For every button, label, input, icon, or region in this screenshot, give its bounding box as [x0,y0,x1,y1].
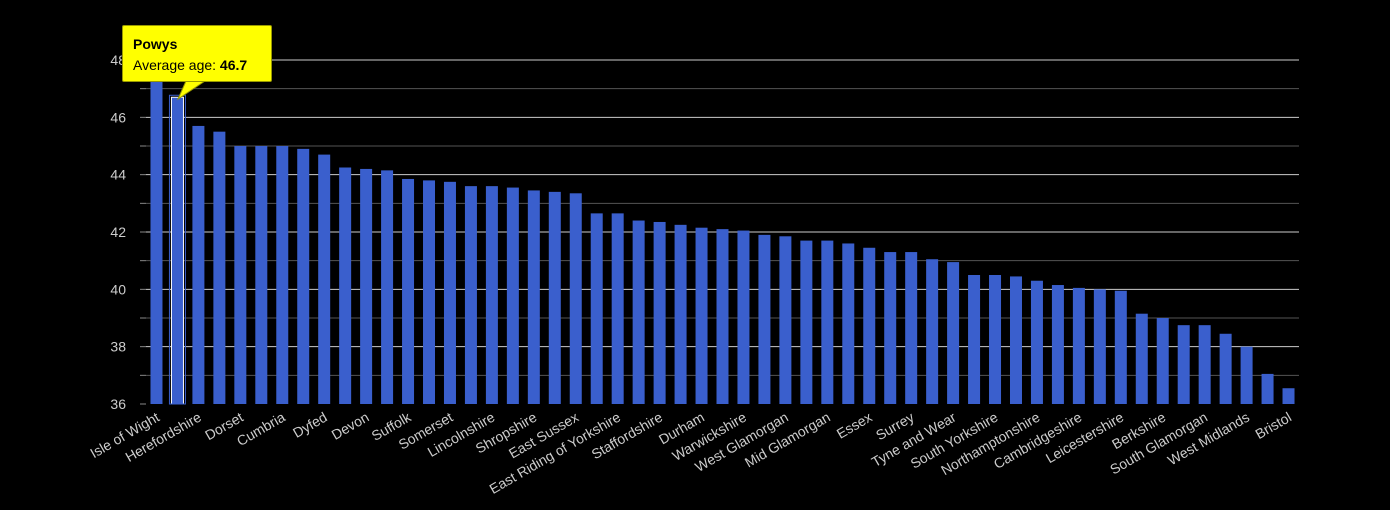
bar[interactable] [234,146,247,404]
bar[interactable] [276,146,289,404]
y-tick-label: 46 [110,109,126,125]
bar[interactable] [485,186,498,404]
bar[interactable] [821,240,834,404]
bar[interactable] [1177,325,1190,404]
bar[interactable] [150,60,163,404]
y-tick-label: 44 [110,167,126,183]
bar[interactable] [905,252,918,404]
tooltip-title: Powys [133,36,178,52]
bar[interactable] [968,275,981,404]
bar[interactable] [674,224,687,404]
bar[interactable] [1282,388,1295,404]
bar[interactable] [423,180,436,404]
bar[interactable] [1135,313,1148,404]
bar-highlight [168,94,186,405]
bar[interactable] [1030,280,1043,404]
bar[interactable] [192,125,205,404]
bar[interactable] [926,259,939,404]
bar[interactable] [989,275,1002,404]
bar[interactable] [1261,373,1274,404]
y-tick-label: 38 [110,339,126,355]
bar[interactable] [255,146,268,404]
bar[interactable] [884,252,897,404]
y-tick-label: 40 [110,281,126,297]
bar[interactable] [1009,276,1022,404]
bar[interactable] [758,234,771,404]
y-tick-label: 42 [110,224,126,240]
bar[interactable] [653,221,666,404]
bar[interactable] [863,247,876,404]
bar[interactable] [1051,285,1064,404]
bar[interactable] [1093,289,1106,404]
bar[interactable] [1156,318,1169,404]
bar[interactable] [695,227,708,404]
bar[interactable] [464,186,477,404]
bar[interactable] [800,240,813,404]
bar[interactable] [381,170,394,404]
bar[interactable] [1198,325,1211,404]
bar[interactable] [779,236,792,404]
bar[interactable] [506,187,519,404]
tooltip-label: Average age: [133,57,220,73]
bar[interactable] [842,243,855,404]
bar[interactable] [569,193,582,404]
bar[interactable] [947,262,960,404]
bar[interactable] [716,229,729,404]
bar[interactable] [297,148,310,404]
y-tick-label: 36 [110,396,126,412]
bar[interactable] [590,213,603,404]
tooltip-body: Average age: 46.7 [133,55,261,76]
tooltip-value: 46.7 [219,57,248,73]
bar[interactable] [527,190,540,404]
bar[interactable] [1114,290,1127,404]
bar[interactable] [548,191,561,404]
bar[interactable] [360,168,373,404]
bar[interactable] [443,181,456,404]
bars [150,60,1295,405]
bar[interactable] [611,213,624,404]
tooltip: Powys Average age: 46.7 [122,25,272,82]
bar[interactable] [737,230,750,404]
bar[interactable] [1072,287,1085,404]
bar[interactable] [1240,346,1253,404]
bar[interactable] [1219,333,1232,404]
bar[interactable] [318,154,331,404]
bar[interactable] [213,131,226,404]
bar[interactable] [632,220,645,404]
bar[interactable] [339,167,352,405]
bar[interactable] [402,178,415,404]
